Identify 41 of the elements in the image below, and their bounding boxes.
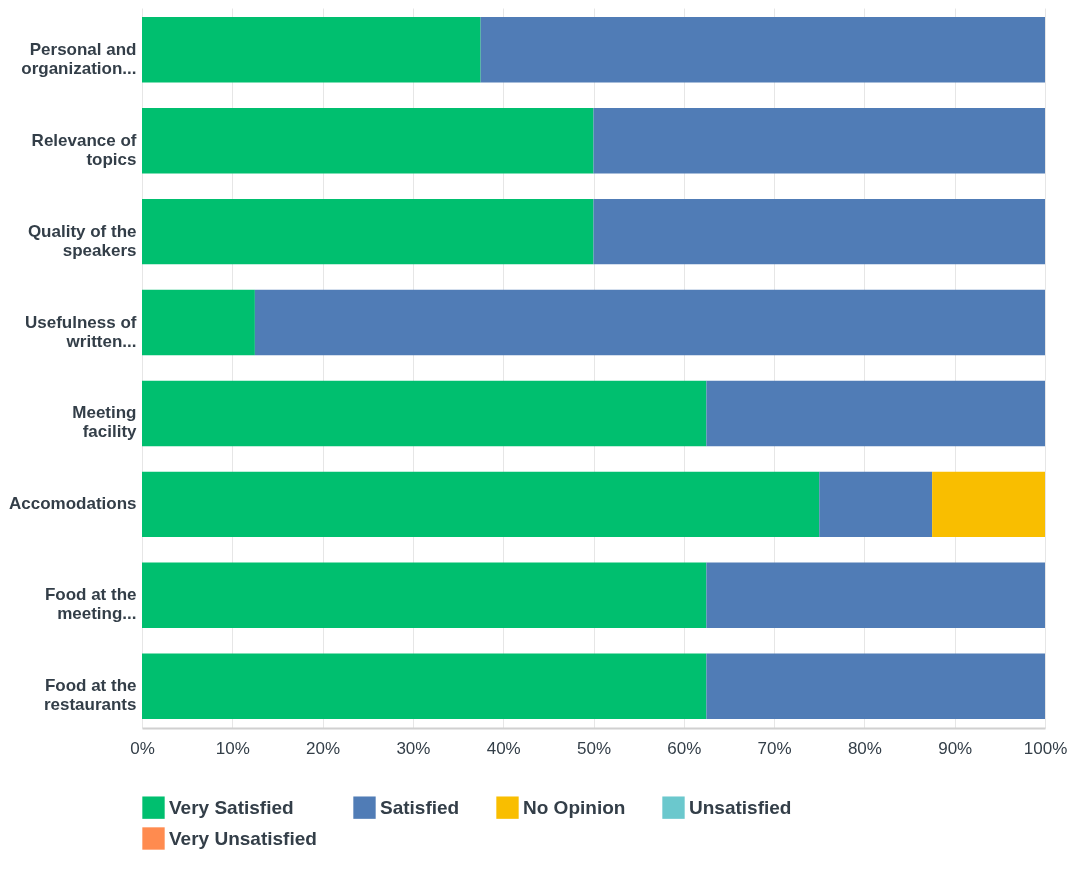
bar [593,198,1045,265]
y-tick-label: Quality of the speakers [27,221,137,260]
x-tick-label: 20% [306,738,341,758]
y-tick-label: Food at the restaurants [43,676,137,715]
x-tick-label: 30% [396,738,431,758]
x-tick-label: 40% [486,738,521,758]
bar [480,17,1045,83]
y-tick-label: Accomodations [8,494,137,514]
y-tick-label: Meeting facility [72,403,138,442]
x-tick-label: 80% [847,738,882,758]
bar [142,289,255,356]
bar [593,108,1045,174]
y-tick-label: Relevance of topics [31,130,137,169]
bar [142,17,481,83]
bar [706,380,1045,447]
x-tick-label: 70% [757,738,792,758]
x-tick-label: 10% [215,738,250,758]
legend-label: Very Unsatisfied [169,827,317,849]
y-tick-label: Personal and organization... [21,39,137,78]
y-tick-label: Usefulness of written... [25,312,137,351]
legend-label: Very Satisfied [169,796,294,818]
bar [142,653,707,719]
bar [142,198,594,265]
bar [254,289,1045,356]
legend-label: Unsatisfied [689,796,792,818]
bar [142,380,707,447]
bar [142,108,594,174]
bar [142,471,820,538]
x-tick-label: 60% [667,738,702,758]
bar [706,653,1045,719]
bar [819,471,933,538]
x-tick-label: 100% [1023,738,1068,758]
legend-label: Satisfied [380,796,460,818]
x-tick-label: 90% [938,738,973,758]
bar [142,562,707,628]
legend-label: No Opinion [523,796,626,818]
x-tick-label: 50% [576,738,612,758]
x-tick-label: 0% [130,738,155,758]
y-tick-label: Food at the meeting... [44,585,137,624]
bar [932,471,1045,538]
bar [706,562,1045,628]
